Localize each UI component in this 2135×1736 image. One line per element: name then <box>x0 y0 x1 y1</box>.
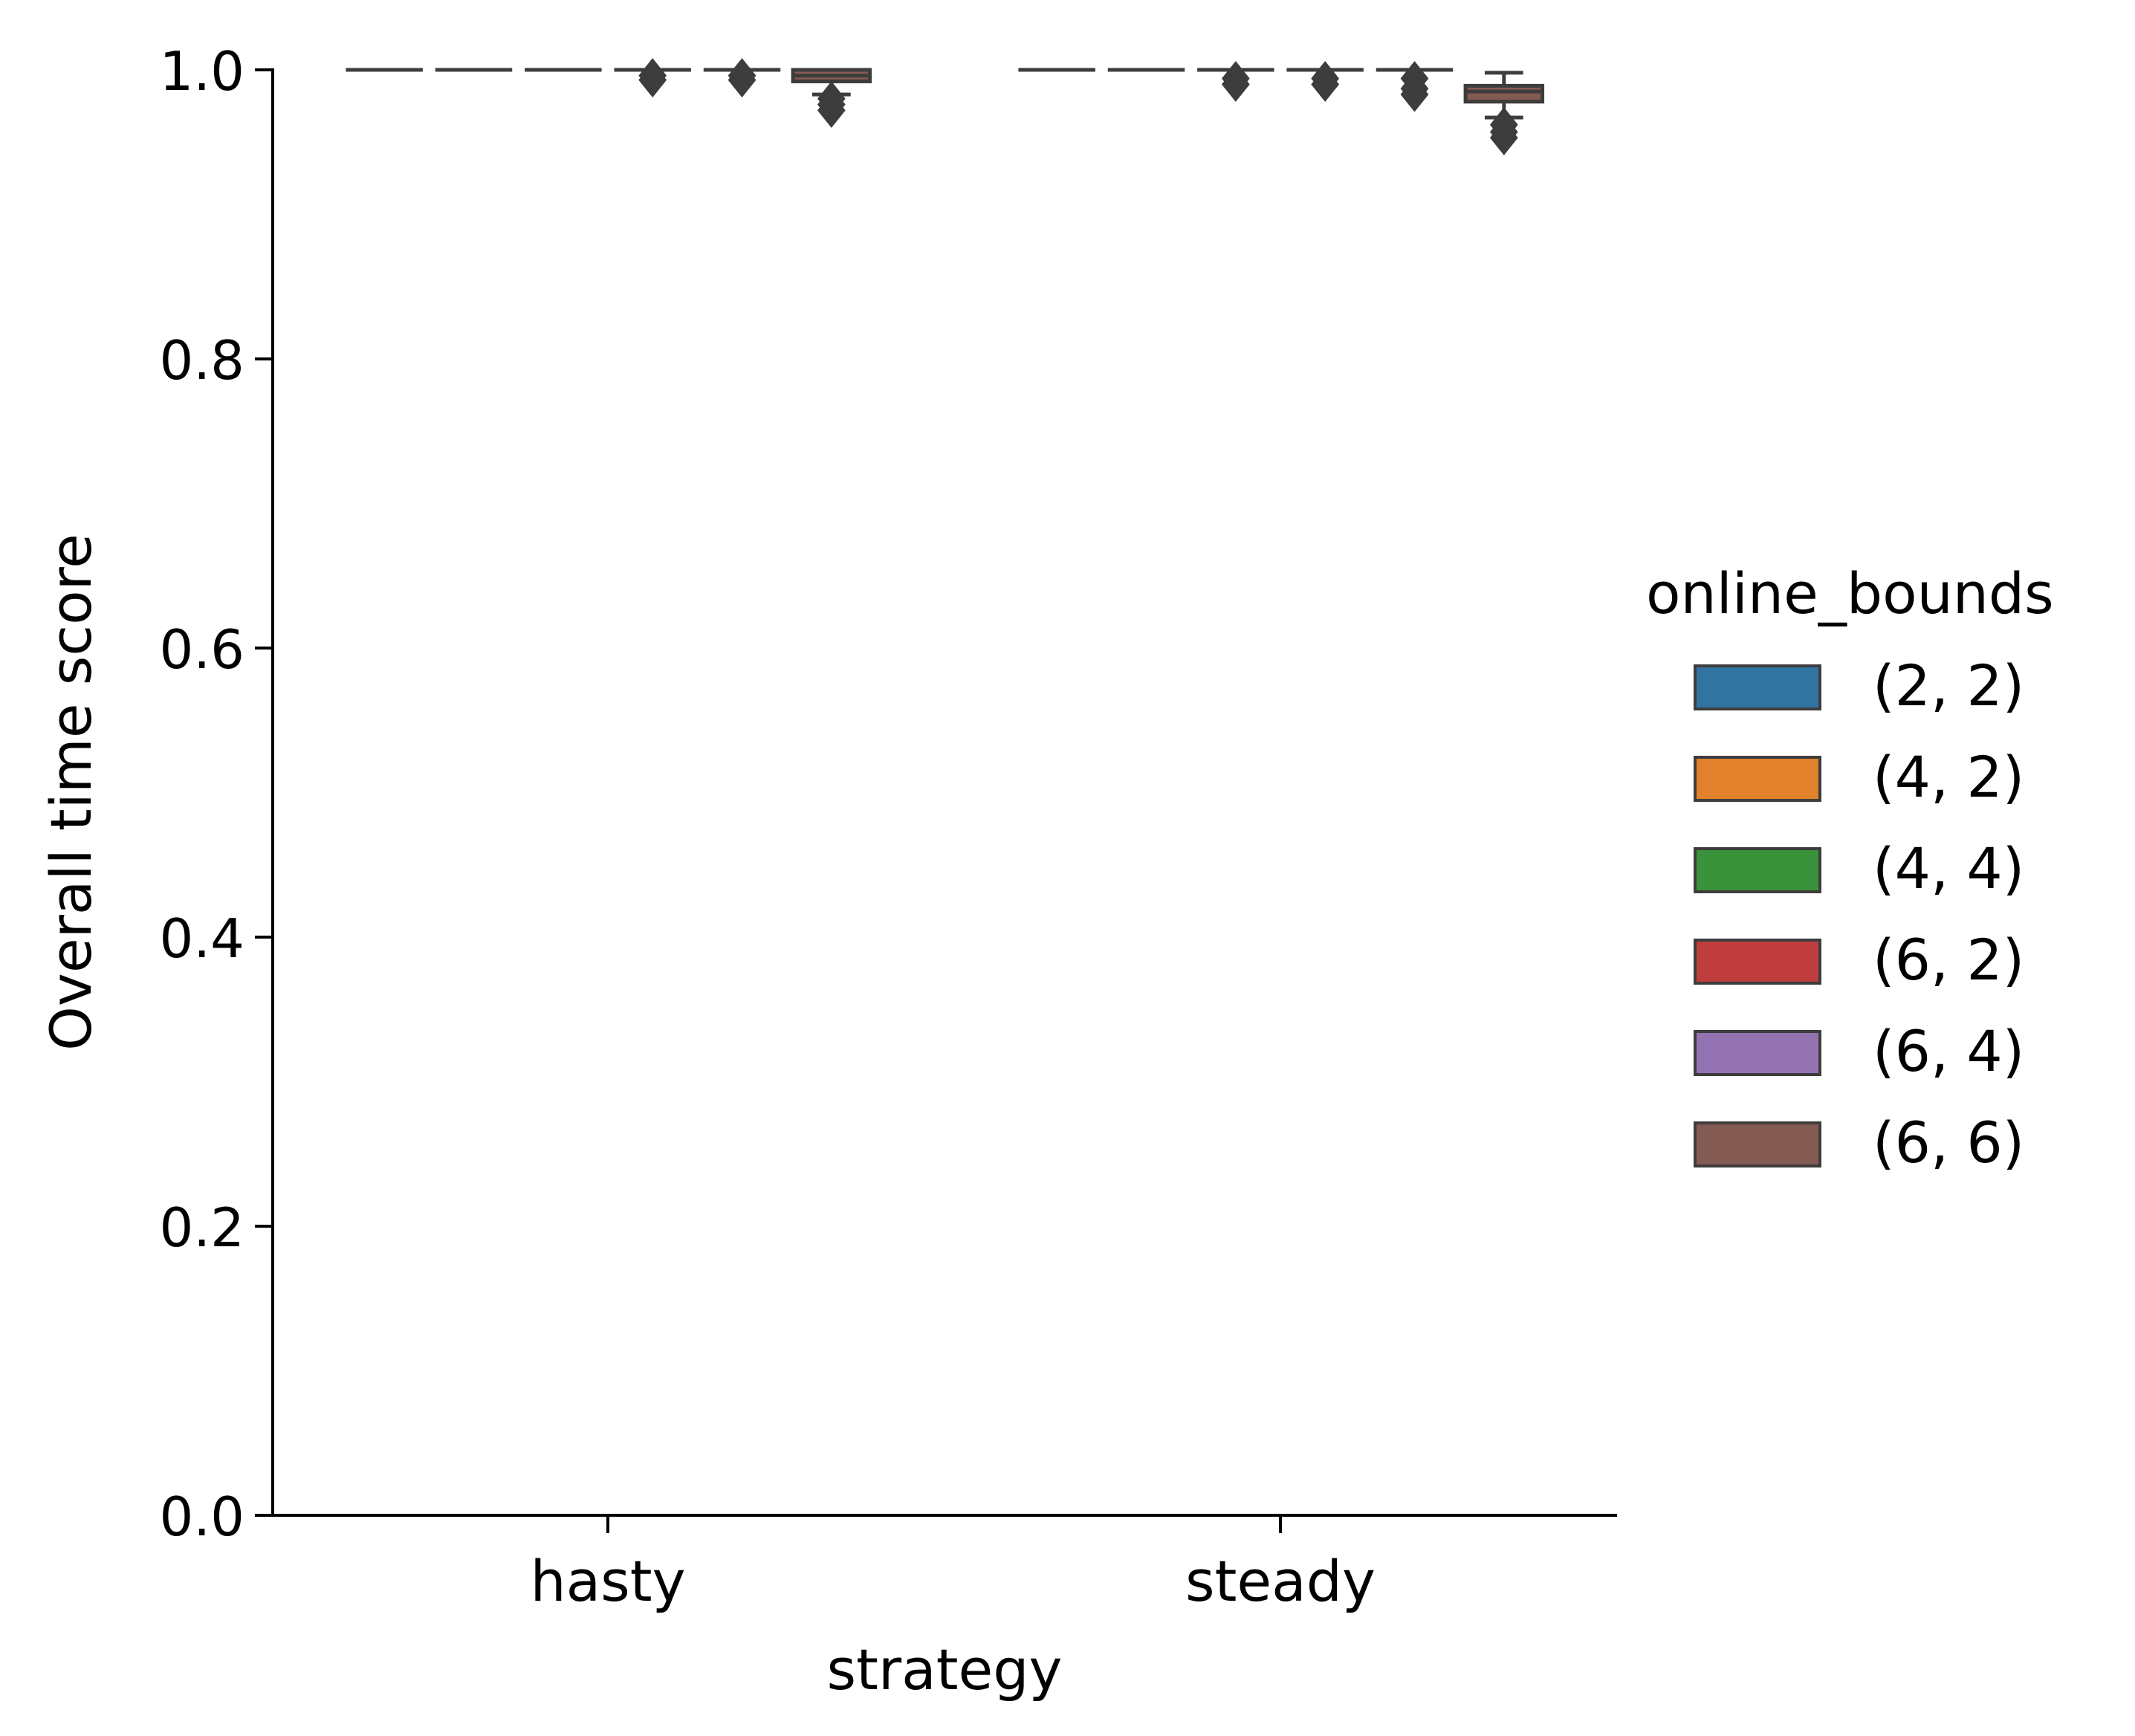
outlier-point <box>1221 66 1250 103</box>
legend-entry-label: (6, 2) <box>1873 927 2024 993</box>
outlier-point <box>638 62 667 98</box>
y-tick-label: 0.2 <box>159 1196 244 1259</box>
y-tick-label: 0.8 <box>159 329 244 392</box>
legend-swatch <box>1694 939 1821 985</box>
legend-entry-label: (2, 2) <box>1873 652 2024 719</box>
box-group <box>1376 61 1454 112</box>
outlier-point <box>1400 77 1429 112</box>
legend-entry-label: (6, 6) <box>1873 1110 2024 1176</box>
legend: online_bounds (2, 2) (4, 2) (4, 4) (6, 2) (6… <box>1646 560 2054 1176</box>
legend-title: online_bounds <box>1646 560 2054 626</box>
legend-swatch <box>1694 1030 1821 1076</box>
y-tick-label: 0.0 <box>159 1486 244 1548</box>
box <box>1463 83 1545 104</box>
outlier-point <box>1311 66 1340 103</box>
legend-swatch <box>1694 664 1821 710</box>
box-group <box>1463 71 1545 156</box>
y-tick-label: 0.4 <box>159 907 244 970</box>
box-group <box>1197 61 1274 103</box>
box-group <box>1286 61 1364 103</box>
x-axis-label: strategy <box>827 1636 1063 1703</box>
legend-entry-label: (4, 2) <box>1873 744 2024 810</box>
x-axis-ticks: hasty steady <box>530 1515 1376 1614</box>
legend-swatch <box>1694 1121 1821 1167</box>
outlier-point <box>728 62 757 98</box>
y-tick-label: 0.6 <box>159 618 244 681</box>
y-axis-label: Overall time score <box>38 534 104 1051</box>
legend-entry-label: (6, 4) <box>1873 1018 2024 1084</box>
y-tick-label: 1.0 <box>159 40 244 103</box>
box-group <box>614 58 691 98</box>
box-group <box>703 58 781 98</box>
plot-area <box>346 58 1545 156</box>
outlier-point <box>1489 120 1518 156</box>
legend-swatch <box>1694 847 1821 893</box>
x-tick-label: hasty <box>530 1548 685 1614</box>
legend-swatch <box>1694 756 1821 802</box>
y-axis-ticks: 0.0 0.2 0.4 0.6 0.8 1.0 <box>159 40 273 1548</box>
outlier-point <box>817 92 846 129</box>
box-group <box>791 68 872 129</box>
x-tick-label: steady <box>1185 1548 1376 1614</box>
legend-entry-label: (4, 4) <box>1873 835 2024 901</box>
